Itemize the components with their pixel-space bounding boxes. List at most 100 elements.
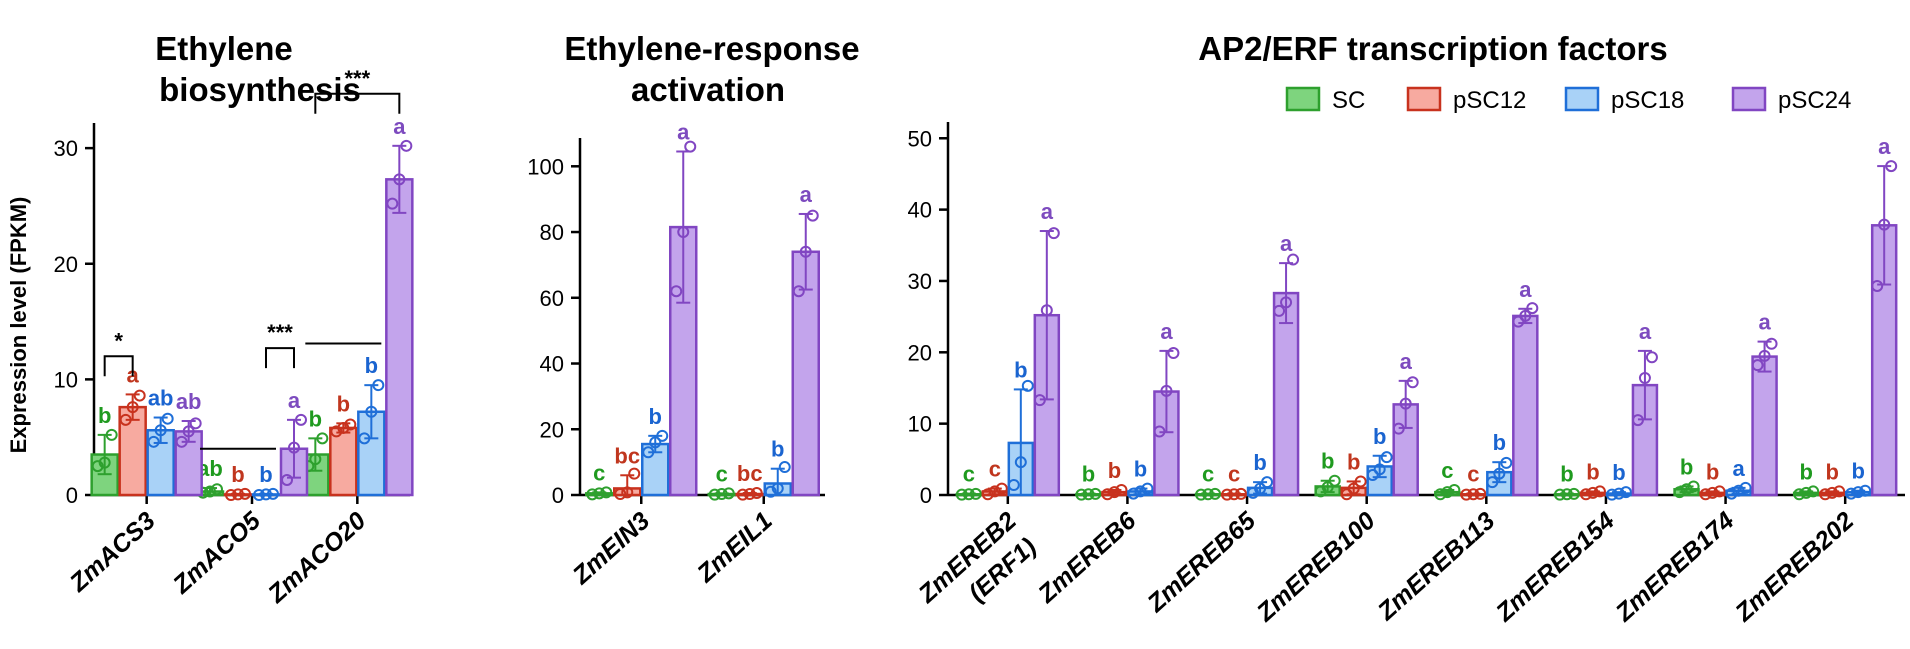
data-point [1089, 487, 1102, 500]
bar-psc12-zmacs3 [118, 405, 147, 497]
category-label-zmaco5: ZmACO5 [167, 506, 267, 600]
data-point [1221, 488, 1234, 501]
data-point [1725, 487, 1738, 500]
data-point [133, 389, 146, 402]
significance-letter: b [1373, 424, 1386, 449]
data-point [1321, 481, 1334, 494]
category-label-zmereb154: ZmEREB154 [1490, 507, 1620, 628]
data-point [642, 446, 655, 459]
data-point [1758, 349, 1771, 362]
data-point [586, 488, 599, 501]
bar-psc24-zmereb113 [1512, 314, 1539, 497]
data-point [792, 285, 805, 298]
data-point [778, 461, 791, 474]
data-point [1751, 359, 1764, 372]
legend: SC pSC12 pSC18 pSC24 [1285, 86, 1851, 114]
data-point [684, 140, 697, 153]
data-point [1553, 488, 1566, 501]
data-point [1885, 160, 1898, 173]
data-point [1878, 218, 1891, 231]
data-point [1460, 488, 1473, 501]
data-point [1434, 488, 1447, 501]
data-point [614, 488, 627, 501]
data-point [393, 173, 406, 186]
data-point [1160, 384, 1173, 397]
data-point [1619, 486, 1632, 499]
y-tick-label: 20 [54, 252, 78, 277]
bar-psc24-zmaco20 [385, 178, 414, 497]
data-point [154, 424, 167, 437]
y-tick-label: 0 [552, 483, 564, 508]
data-point [1845, 487, 1858, 500]
data-point [98, 456, 111, 469]
significance-letter: a [1878, 134, 1891, 159]
data-point [330, 425, 343, 438]
significance-letter: a [1400, 349, 1413, 374]
data-point [962, 488, 975, 501]
y-tick-label: 20 [908, 340, 932, 365]
data-point [1519, 309, 1532, 322]
category-label-zmeil1: ZmEIL1 [691, 507, 778, 589]
data-point [225, 489, 237, 501]
data-point [715, 488, 728, 501]
data-point [1467, 488, 1480, 501]
category-label-zmein3: ZmEIN3 [567, 507, 656, 591]
data-point [708, 488, 721, 501]
data-point [1366, 469, 1379, 482]
data-point [204, 485, 216, 498]
data-point [1040, 304, 1053, 317]
significance-letter: b [98, 403, 111, 428]
data-point [1687, 480, 1700, 493]
significance-stars: * [114, 328, 123, 353]
data-point [1500, 456, 1513, 469]
bar-psc12-zmaco20 [329, 426, 358, 497]
significance-letter: a [1160, 319, 1173, 344]
significance-letter: b [1321, 449, 1334, 474]
significance-letter: b [1612, 460, 1625, 485]
data-point [628, 467, 641, 480]
legend-label-psc24: pSC24 [1778, 87, 1851, 114]
data-point [1512, 315, 1525, 328]
data-point [1228, 488, 1241, 501]
data-point [1347, 482, 1360, 495]
data-point [1101, 488, 1114, 501]
significance-letter: a [1758, 310, 1771, 335]
significance-letter: b [1706, 459, 1719, 484]
significance-letter: a [1041, 199, 1054, 224]
data-point [955, 488, 968, 501]
data-point [649, 436, 662, 449]
y-tick-label: 10 [908, 412, 932, 437]
significance-bracket [265, 347, 295, 369]
data-point [161, 412, 174, 425]
data-point [677, 226, 690, 239]
data-point [358, 432, 371, 445]
data-point [1800, 486, 1813, 499]
data-point [1852, 486, 1865, 499]
data-point [1560, 488, 1573, 501]
data-point [1280, 296, 1293, 309]
data-point [1075, 488, 1088, 501]
data-point [372, 379, 385, 392]
legend-label-psc12: pSC12 [1453, 87, 1526, 114]
significance-letter: c [963, 462, 975, 487]
category-label-zmereb100: ZmEREB100 [1251, 507, 1381, 628]
data-point [1567, 487, 1580, 500]
data-point [295, 413, 307, 426]
significance-letter: b [1108, 458, 1121, 483]
data-point [1871, 279, 1884, 292]
data-point [1579, 488, 1592, 501]
data-point [309, 453, 322, 466]
data-point [1399, 397, 1412, 410]
data-point [656, 429, 669, 442]
bar-psc24-zmereb6 [1153, 390, 1180, 497]
data-point [400, 139, 413, 152]
data-point [1732, 484, 1745, 497]
legend-label-sc: SC [1332, 87, 1365, 114]
y-tick-label: 0 [66, 483, 78, 508]
data-point [1441, 486, 1454, 499]
data-point [1047, 227, 1060, 240]
chart-ap2-erf: AP2/ERF transcription factors 0 10 20 30 40 50… [908, 30, 1905, 628]
data-point [126, 401, 139, 414]
significance-letter: b [309, 406, 322, 431]
significance-letter: c [1467, 462, 1479, 487]
